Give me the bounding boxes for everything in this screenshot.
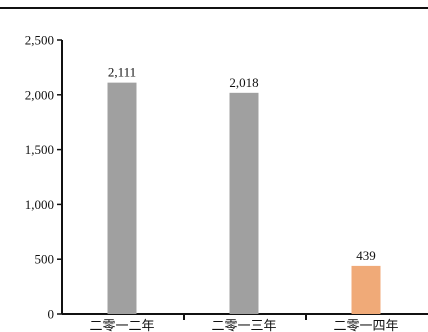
bar bbox=[351, 265, 381, 314]
y-tick-label: 500 bbox=[35, 252, 55, 267]
y-tick-label: 1,500 bbox=[25, 142, 54, 157]
x-category-label: 二零一三年 bbox=[211, 318, 276, 332]
data-label: 439 bbox=[356, 248, 376, 263]
data-labels: 2,111 2,018 439 bbox=[108, 65, 376, 263]
data-label: 2,018 bbox=[229, 75, 258, 90]
y-tick-label: 1,000 bbox=[25, 197, 54, 212]
y-tick-label: 0 bbox=[48, 307, 55, 322]
x-axis: 二零一二年 二零一三年 二零一四年 bbox=[62, 313, 428, 332]
bar bbox=[107, 82, 137, 314]
x-category-label: 二零一四年 bbox=[333, 318, 398, 332]
y-axis: 0 500 1,000 1,500 2,000 2,500 bbox=[25, 33, 63, 322]
bars bbox=[107, 82, 381, 314]
x-category-label: 二零一二年 bbox=[89, 318, 154, 332]
y-tick-label: 2,000 bbox=[25, 87, 54, 102]
data-label: 2,111 bbox=[108, 65, 136, 80]
bar bbox=[229, 92, 259, 314]
y-tick-label: 2,500 bbox=[25, 33, 54, 48]
